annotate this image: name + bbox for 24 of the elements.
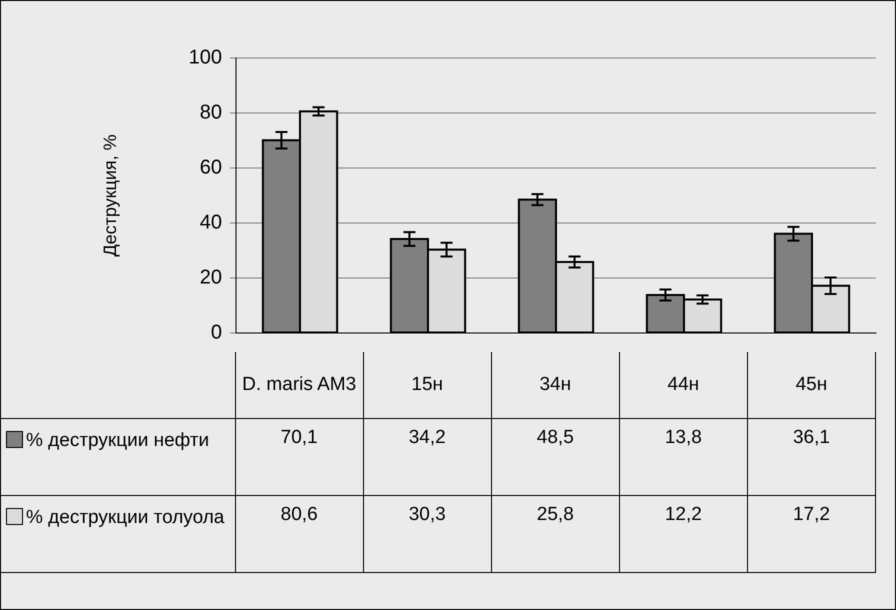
legend-label: % деструкции нефти xyxy=(26,430,210,450)
y-tick-label: 80 xyxy=(200,102,222,124)
y-tick-label: 40 xyxy=(200,212,222,234)
data-label: 48,5 xyxy=(491,418,620,495)
y-tick-label: 0 xyxy=(210,322,222,344)
data-label: 25,8 xyxy=(491,495,620,572)
y-tick-label: 60 xyxy=(200,156,222,179)
data-label: 80,6 xyxy=(235,495,364,572)
x-tick-label: 15н xyxy=(363,352,492,418)
data-label: 30,3 xyxy=(363,495,492,572)
data-label: 17,2 xyxy=(747,495,876,572)
x-tick-label: 45н xyxy=(747,352,876,418)
y-tick-label: 100 xyxy=(188,46,222,69)
data-label: 13,8 xyxy=(619,418,748,495)
legend-label: % деструкции толуола xyxy=(26,506,224,528)
y-axis-title: Деструкция, % xyxy=(100,134,120,257)
data-label: 70,1 xyxy=(235,418,364,495)
x-tick-label: 34н xyxy=(491,352,620,418)
x-tick-label: D. maris AM3 xyxy=(235,352,364,418)
data-label: 34,2 xyxy=(363,418,492,495)
y-tick-label: 20 xyxy=(200,266,222,289)
x-tick-label: 44н xyxy=(619,352,748,418)
data-label: 12,2 xyxy=(619,495,748,572)
data-label: 36,1 xyxy=(747,418,876,495)
